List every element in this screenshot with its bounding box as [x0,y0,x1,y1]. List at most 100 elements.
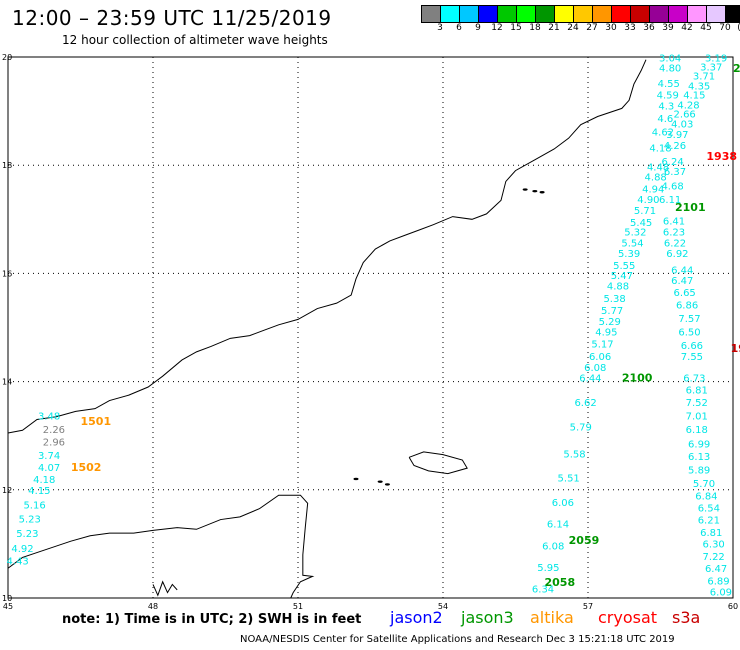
wave-height-value: 5.47 [611,271,633,282]
color-scale-label: 15 [510,23,522,33]
wave-height-value: 2.26 [43,425,65,436]
color-scale-label: 27 [586,23,598,33]
color-scale-label: 39 [662,23,674,33]
island [532,189,538,193]
y-tick-label: 10 [2,594,12,603]
wave-height-value: 6.44 [671,265,693,276]
y-tick-label: 16 [2,269,12,278]
wave-height-value: 6.41 [663,217,685,228]
island [353,477,359,481]
wave-height-value: 6.50 [678,328,700,339]
color-swatch [688,6,707,22]
wave-height-value: 4.68 [661,182,683,193]
wave-height-value: 3.97 [666,130,688,141]
wave-height-value: 2.96 [43,437,65,448]
wave-height-value: 4.26 [664,141,686,152]
coast-detail [152,580,178,597]
wave-height-value: 5.23 [19,514,41,525]
color-scale-label: 9 [475,23,481,33]
wave-height-value: 7.22 [703,552,725,563]
credit-line: NOAA/NESDIS Center for Satellite Applica… [240,634,675,645]
wave-height-value: 4.15 [28,486,50,497]
satellite-jason2: jason2 [390,608,443,627]
wave-height-value: 4.18 [33,475,55,486]
wave-height-value: 4.07 [38,463,60,474]
wave-height-value: 5.39 [618,249,640,260]
wave-height-value: 4.6 [657,114,673,125]
wave-height-value: 6.73 [683,374,705,385]
pass-time-label: 2059 [569,534,600,547]
color-scale-label: 21 [548,23,560,33]
wave-height-value: 6.06 [589,352,611,363]
x-tick-label: 57 [583,602,593,611]
color-swatch [669,6,688,22]
wave-height-value: 6.24 [661,157,683,168]
page-title: 12:00 – 23:59 UTC 11/25/2019 [12,6,332,30]
wave-height-value: 6.92 [666,249,688,260]
color-swatch [631,6,650,22]
satellite-altika: altika [530,608,574,627]
wave-height-value: 6.84 [695,492,717,503]
y-tick-label: 12 [2,486,12,495]
pass-time-label: 1502 [71,461,102,474]
wave-height-value: 3.19 [705,53,727,64]
wave-height-value: 6.14 [547,520,569,531]
wave-height-value: 4.92 [11,544,33,555]
color-swatch [574,6,593,22]
wave-height-value: 6.34 [532,585,554,596]
island [377,480,383,483]
wave-height-value: 5.89 [688,466,710,477]
color-scale-label: 3 [437,23,443,33]
wave-height-value: 4.48 [647,163,669,174]
wave-height-value: 6.18 [686,425,708,436]
wave-height-value: 5.58 [563,449,585,460]
wave-height-value: 6.81 [700,528,722,539]
wave-height-value: 5.54 [621,238,643,249]
island [384,483,390,486]
color-scale-label: 6 [456,23,462,33]
color-swatch [422,6,441,22]
wave-height-value: 4.43 [7,556,29,567]
wave-height-value: 5.29 [599,317,621,328]
wave-height-value: 5.70 [693,479,715,490]
island [522,188,528,191]
wave-height-value: 7.55 [681,352,703,363]
wave-height-value: 6.54 [698,503,720,514]
wave-height-value: 4.80 [659,64,681,75]
x-tick-label: 51 [293,602,303,611]
wave-height-value: 6.62 [574,398,596,409]
pass-time-label: 1501 [81,415,112,428]
wave-height-value: 6.47 [705,564,727,575]
satellite-jason3: jason3 [461,608,514,627]
wave-height-value: 5.77 [601,306,623,317]
satellite-s3a: s3a [672,608,701,627]
color-swatch [650,6,669,22]
satellite-cryosat: cryosat [598,608,658,627]
coastline-arabia [7,59,647,434]
color-scale-label: 45 [700,23,712,33]
color-swatch [479,6,498,22]
wave-height-value: 6.37 [664,167,686,178]
map-frame [7,56,734,599]
color-scale-label: 42 [681,23,693,33]
wave-height-value: 6.11 [659,195,681,206]
color-scale-label: 70 [719,23,731,33]
x-tick-label: 45 [3,602,13,611]
wave-height-value: 6.23 [663,228,685,239]
wave-height-value: 5.38 [603,294,625,305]
wave-height-value: 7.01 [686,411,708,422]
pass-time-label: 2 [733,62,740,75]
wave-height-value: 4.03 [671,119,693,130]
wave-height-value: 5.16 [23,501,45,512]
wave-height-value: 6.22 [664,238,686,249]
wave-height-value: 5.23 [16,529,38,540]
wave-height-value: 3.71 [693,72,715,83]
y-tick-label: 14 [2,378,12,387]
wave-height-value: 5.51 [558,474,580,485]
wave-height-value: 6.21 [698,515,720,526]
color-swatch [593,6,612,22]
pass-time-label: 2058 [545,576,576,589]
wave-height-value: 3.74 [38,451,60,462]
y-tick-label: 18 [2,161,12,170]
color-swatch [536,6,555,22]
